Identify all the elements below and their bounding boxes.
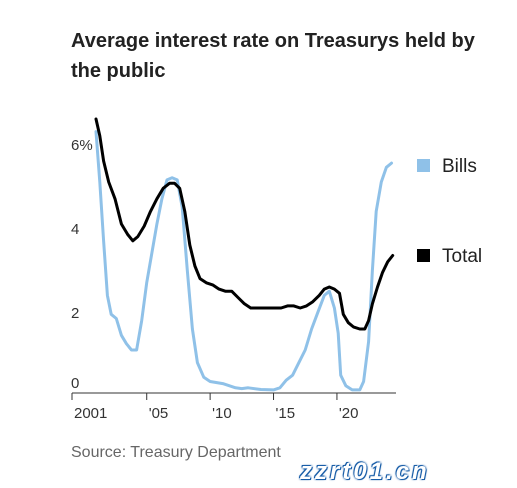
legend: Bills Total [417, 156, 482, 267]
x-tick-label: '05 [149, 405, 169, 422]
legend-swatch-bills [417, 159, 430, 172]
legend-label-bills: Bills [442, 156, 477, 177]
chart-title: Average interest rate on Treasurys held … [71, 30, 475, 82]
series-line-total [94, 117, 395, 331]
legend-swatch-total [417, 249, 430, 262]
x-tick-label: '20 [339, 405, 359, 422]
y-tick-label: 0 [71, 375, 79, 392]
series-layer [94, 117, 395, 392]
x-tick-label: '10 [212, 405, 232, 422]
y-tick-label: 6% [71, 137, 93, 154]
x-axis: 2001 '05 '10 '15 '20 [71, 392, 396, 422]
legend-label-total: Total [442, 246, 482, 267]
x-tick-label: 2001 [74, 405, 107, 422]
series-line-bills [94, 130, 393, 392]
x-tick-label: '15 [276, 405, 296, 422]
source-note: Source: Treasury Department [71, 444, 281, 461]
watermark: zzrt01.cn [300, 458, 430, 485]
y-axis-ticks: 6% 4 2 0 [71, 137, 93, 392]
y-tick-label: 4 [71, 221, 79, 238]
y-tick-label: 2 [71, 305, 79, 322]
